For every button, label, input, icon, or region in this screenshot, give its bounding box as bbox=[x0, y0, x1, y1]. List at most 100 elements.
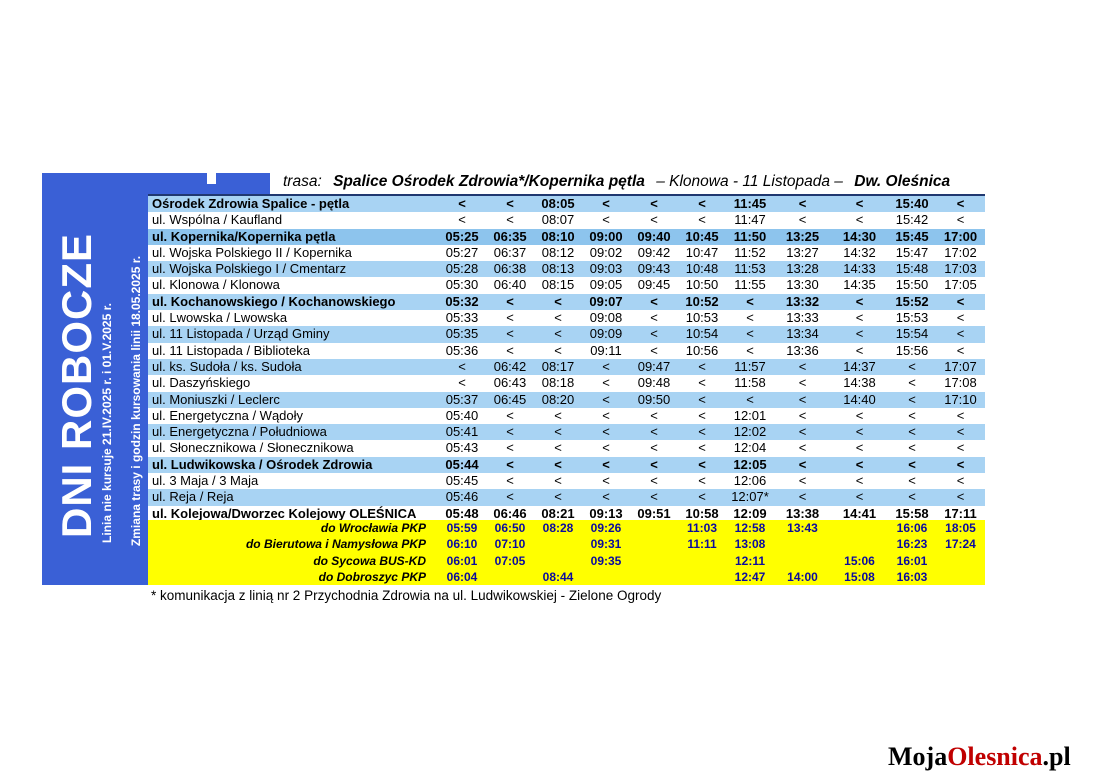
site-logo[interactable]: MojaOlesnica.pl bbox=[888, 742, 1071, 772]
departure-time-cell: 08:13 bbox=[541, 261, 575, 277]
departure-time-cell: < bbox=[798, 424, 807, 440]
connection-time-cell: 06:10 bbox=[446, 537, 478, 552]
connection-time-cell bbox=[630, 520, 678, 536]
departure-time-cell: 14:32 bbox=[843, 244, 876, 260]
departure-time-cell: 09:09 bbox=[589, 326, 623, 342]
departure-time-cell: < bbox=[908, 456, 916, 472]
stop-name: ul. ks. Sudoła / ks. Sudoła bbox=[152, 358, 302, 374]
departure-time-cell: < bbox=[650, 424, 658, 440]
departure-time-cell: 05:35 bbox=[445, 326, 479, 342]
connection-time-cell: 13:08 bbox=[734, 537, 766, 552]
timetable-row: ul. Wojska Polskiego I / Cmentarz 05:28 06… bbox=[148, 261, 985, 278]
connection-time-cell: 05:59 bbox=[446, 521, 478, 535]
service-days-title: DNI ROBOCZE bbox=[53, 233, 100, 538]
departure-time-cell: < bbox=[506, 310, 514, 326]
route-header: trasa: Spalice Ośrodek Zdrowia*/Kopernik… bbox=[283, 171, 993, 193]
departure-time-cell: 09:43 bbox=[637, 261, 671, 277]
connection-time-cell bbox=[774, 536, 831, 552]
departure-time-cell: < bbox=[554, 440, 562, 456]
departure-time-cell: < bbox=[602, 440, 610, 456]
departure-time-cell: 05:41 bbox=[445, 424, 479, 440]
departure-time-cell: < bbox=[698, 391, 706, 407]
departure-time-cell: 15:53 bbox=[895, 310, 929, 326]
connection-time-cell: 13:43 bbox=[787, 521, 818, 535]
departure-time-cell: < bbox=[698, 473, 706, 489]
connection-time-cell: 15:08 bbox=[844, 569, 875, 584]
departure-time-cell: < bbox=[798, 212, 807, 228]
connection-time-cell bbox=[678, 569, 726, 585]
timetable-row: ul. Kochanowskiego / Kochanowskiego 05:32… bbox=[148, 293, 985, 311]
departure-time-cell: < bbox=[746, 342, 754, 358]
departure-time-cell: < bbox=[855, 293, 864, 309]
stop-name: ul. Lwowska / Lwowska bbox=[152, 310, 288, 326]
departure-time-cell: 17:10 bbox=[944, 391, 977, 407]
departure-time-cell: < bbox=[746, 310, 754, 326]
connection-time-cell: 08:28 bbox=[542, 521, 574, 535]
departure-time-cell: < bbox=[698, 407, 706, 423]
departure-time-cell: 05:37 bbox=[445, 391, 479, 407]
timetable-row: ul. Wojska Polskiego II / Kopernika 05:27… bbox=[148, 244, 985, 262]
departure-time-cell: < bbox=[698, 212, 706, 228]
connection-time-cell bbox=[831, 520, 888, 536]
departure-time-cell: < bbox=[602, 391, 610, 407]
departure-time-cell: 08:12 bbox=[541, 244, 575, 260]
departure-time-cell: < bbox=[855, 342, 864, 358]
departure-time-cell: < bbox=[855, 440, 864, 456]
departure-time-cell: 10:48 bbox=[685, 261, 719, 277]
connection-time-cell bbox=[774, 553, 831, 569]
departure-time-cell: < bbox=[956, 424, 965, 440]
departure-time-cell: 05:28 bbox=[445, 261, 479, 277]
departure-time-cell: 17:11 bbox=[944, 505, 977, 521]
departure-time-cell: < bbox=[458, 375, 466, 391]
connection-time-cell: 09:31 bbox=[590, 537, 622, 552]
connections-body: do Wrocławia PKP 05:59 06:50 08:28 09:26 11:0… bbox=[148, 520, 985, 585]
departure-time-cell: 11:53 bbox=[734, 261, 766, 277]
departure-time-cell: < bbox=[554, 407, 562, 423]
departure-time-cell: 08:21 bbox=[541, 505, 575, 521]
departure-time-cell: 10:56 bbox=[685, 342, 719, 358]
departure-time-cell: < bbox=[602, 212, 610, 228]
departure-time-cell: 14:35 bbox=[843, 277, 876, 293]
departure-time-cell: < bbox=[650, 456, 658, 472]
departure-time-cell: < bbox=[855, 489, 864, 505]
connection-time-cell: 14:00 bbox=[787, 569, 818, 584]
departure-time-cell: 08:20 bbox=[541, 391, 575, 407]
departure-time-cell: 11:50 bbox=[733, 228, 767, 244]
departure-time-cell: < bbox=[650, 310, 658, 326]
departure-time-cell: < bbox=[956, 310, 965, 326]
connection-time-cell: 11:03 bbox=[686, 521, 718, 535]
departure-time-cell: 08:15 bbox=[541, 277, 575, 293]
departure-time-cell: 08:07 bbox=[541, 212, 575, 228]
departure-time-cell: < bbox=[855, 196, 864, 211]
departure-time-cell: 09:42 bbox=[637, 244, 671, 260]
departure-time-cell: < bbox=[554, 293, 562, 309]
departure-time-cell: 12:06 bbox=[733, 473, 767, 489]
stop-name: ul. Reja / Reja bbox=[152, 489, 234, 505]
departure-time-cell: < bbox=[908, 375, 916, 391]
departure-time-cell: 06:37 bbox=[493, 244, 527, 260]
departure-time-cell: < bbox=[746, 326, 754, 342]
departure-time-cell: 09:40 bbox=[637, 228, 671, 244]
connection-label: do Bierutowa i Namysłowa PKP bbox=[245, 537, 426, 552]
departure-time-cell: 09:02 bbox=[589, 244, 623, 260]
departure-time-cell: < bbox=[602, 358, 610, 374]
departure-time-cell: < bbox=[798, 358, 807, 374]
stop-name: ul. Klonowa / Klonowa bbox=[152, 277, 280, 293]
departure-time-cell: 05:27 bbox=[445, 244, 479, 260]
departure-time-cell: < bbox=[956, 407, 965, 423]
logo-part-olesnica: Olesnica bbox=[947, 742, 1043, 771]
departure-time-cell: 10:58 bbox=[685, 505, 719, 521]
departure-time-cell: < bbox=[554, 489, 562, 505]
departure-time-cell: < bbox=[554, 342, 562, 358]
departure-time-cell: 05:45 bbox=[445, 473, 479, 489]
departure-time-cell: < bbox=[855, 456, 864, 472]
stop-name: ul. Ludwikowska / Ośrodek Zdrowia bbox=[152, 456, 373, 472]
connection-time-cell bbox=[630, 569, 678, 585]
departure-time-cell: 09:05 bbox=[589, 277, 623, 293]
departure-time-cell: < bbox=[506, 424, 514, 440]
departure-time-cell: < bbox=[698, 196, 706, 211]
logo-part-pl: .pl bbox=[1042, 742, 1071, 771]
departure-time-cell: 13:30 bbox=[786, 277, 819, 293]
departure-time-cell: 09:50 bbox=[637, 391, 671, 407]
stop-name: ul. Słonecznikowa / Słonecznikowa bbox=[152, 440, 354, 456]
